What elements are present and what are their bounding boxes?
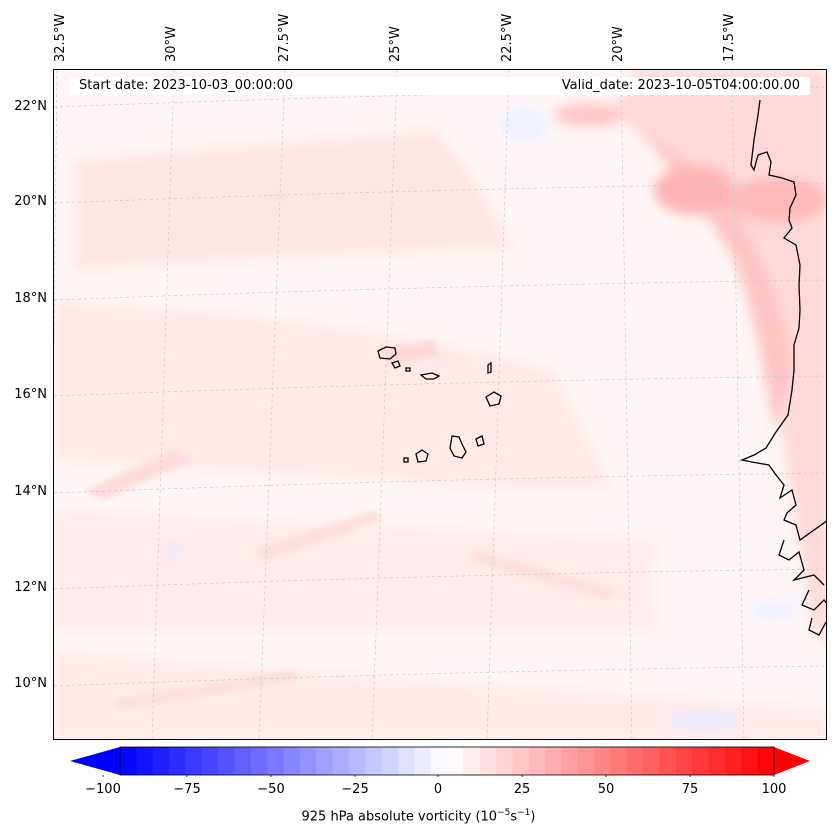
colorbar-segment (643, 747, 661, 775)
colorbar-outline (119, 746, 775, 776)
graticule (54, 70, 826, 739)
colorbar-segment (365, 747, 383, 775)
colorbar-segment (430, 747, 448, 775)
colorbar-min-extend-arrow (70, 747, 120, 775)
start-date-label: Start date: 2023-10-03_00:00:00 (79, 78, 294, 93)
colorbar-segment (675, 747, 693, 775)
colorbar-tick-label: 50 (597, 782, 615, 797)
colorbar-segment (708, 747, 726, 775)
lon-label-20w: 20°W (611, 26, 626, 62)
colorbar-segment (447, 747, 464, 775)
map-panel (53, 69, 827, 740)
lon-label-22-5w: 22.5°W (500, 13, 515, 62)
island-santiago (449, 435, 467, 459)
colorbar-segment (512, 747, 530, 775)
colorbar-tick-label: 25 (513, 782, 531, 797)
colorbar-segment (136, 747, 154, 775)
colorbar-segment (120, 747, 137, 775)
vorticity-streaks (84, 340, 614, 710)
lon-label-32-5w: 32.5°W (53, 13, 68, 62)
lat-label-10n: 10°N (14, 676, 47, 691)
colorbar-segment (152, 747, 170, 775)
colorbar-segment (496, 747, 513, 775)
colorbar-segment (250, 747, 268, 775)
island-sao-nicolau (419, 372, 441, 380)
colorbar-segment (610, 747, 628, 775)
colorbar-tick-label: −100 (85, 782, 121, 797)
colorbar-segment (267, 747, 284, 775)
lat-label-22n: 22°N (14, 99, 47, 114)
colorbar-segment (626, 747, 644, 775)
colorbar-tick-label: 75 (681, 782, 699, 797)
colorbar-segment (594, 747, 611, 775)
lat-label-16n: 16°N (14, 387, 47, 402)
colorbar-segment (299, 747, 317, 775)
colorbar-segment (169, 747, 186, 775)
lon-label-17-5w: 17.5°W (722, 13, 737, 62)
colorbar-tick-label: 0 (433, 782, 443, 797)
colorbar-segment (479, 747, 497, 775)
island-brava (403, 457, 409, 463)
lon-label-27-5w: 27.5°W (277, 13, 292, 62)
island-maio (475, 435, 485, 447)
colorbar-segment (414, 747, 432, 775)
colorbar-segment (381, 747, 399, 775)
colorbar-segment (561, 747, 579, 775)
colorbar-segment (741, 747, 759, 775)
island-fogo (415, 449, 429, 463)
colorbar-tick-marks (102, 775, 775, 777)
island-sal (487, 361, 492, 374)
colorbar-segment (757, 747, 775, 775)
colorbar-label: 925 hPa absolute vorticity (10−5s−1) (301, 808, 536, 825)
colorbar-segment (724, 747, 742, 775)
colorbar-segments (120, 747, 775, 775)
lat-label-20n: 20°N (14, 194, 47, 209)
island-santo-antao (377, 346, 397, 360)
island-sao-vicente (391, 360, 401, 369)
lat-label-18n: 18°N (14, 291, 47, 306)
colorbar-tick-label: 100 (761, 782, 787, 797)
colorbar-segment (577, 747, 595, 775)
lat-label-14n: 14°N (14, 484, 47, 499)
valid-date-label: Valid_date: 2023-10-05T04:00:00.00 (561, 78, 800, 93)
vorticity-field (54, 70, 826, 739)
lon-label-30w: 30°W (164, 26, 179, 62)
colorbar-segment (659, 747, 677, 775)
colorbar-segment (545, 747, 562, 775)
island-boa-vista (485, 391, 502, 407)
coastline (739, 99, 826, 636)
colorbar-segment (316, 747, 334, 775)
colorbar-max-extend-arrow (774, 747, 810, 775)
island-santa-luzia (405, 367, 411, 372)
colorbar-segment (397, 747, 415, 775)
colorbar-tick-label: −25 (341, 782, 369, 797)
colorbar-segment (463, 747, 481, 775)
colorbar-segment (348, 747, 366, 775)
date-strip (70, 77, 810, 95)
lat-label-12n: 12°N (14, 580, 47, 595)
colorbar-tick-label: −75 (173, 782, 201, 797)
lon-label-25w: 25°W (388, 26, 403, 62)
colorbar-segment (332, 747, 350, 775)
cabo-verde-islands (377, 346, 502, 463)
vorticity-map (54, 70, 826, 739)
colorbar-segment (692, 747, 710, 775)
colorbar-segment (218, 747, 235, 775)
colorbar-segment (234, 747, 252, 775)
colorbar-segment (201, 747, 219, 775)
colorbar-segment (528, 747, 546, 775)
colorbar-tick-label: −50 (257, 782, 285, 797)
colorbar-segment (185, 747, 203, 775)
colorbar (70, 746, 810, 777)
colorbar-segment (283, 747, 301, 775)
